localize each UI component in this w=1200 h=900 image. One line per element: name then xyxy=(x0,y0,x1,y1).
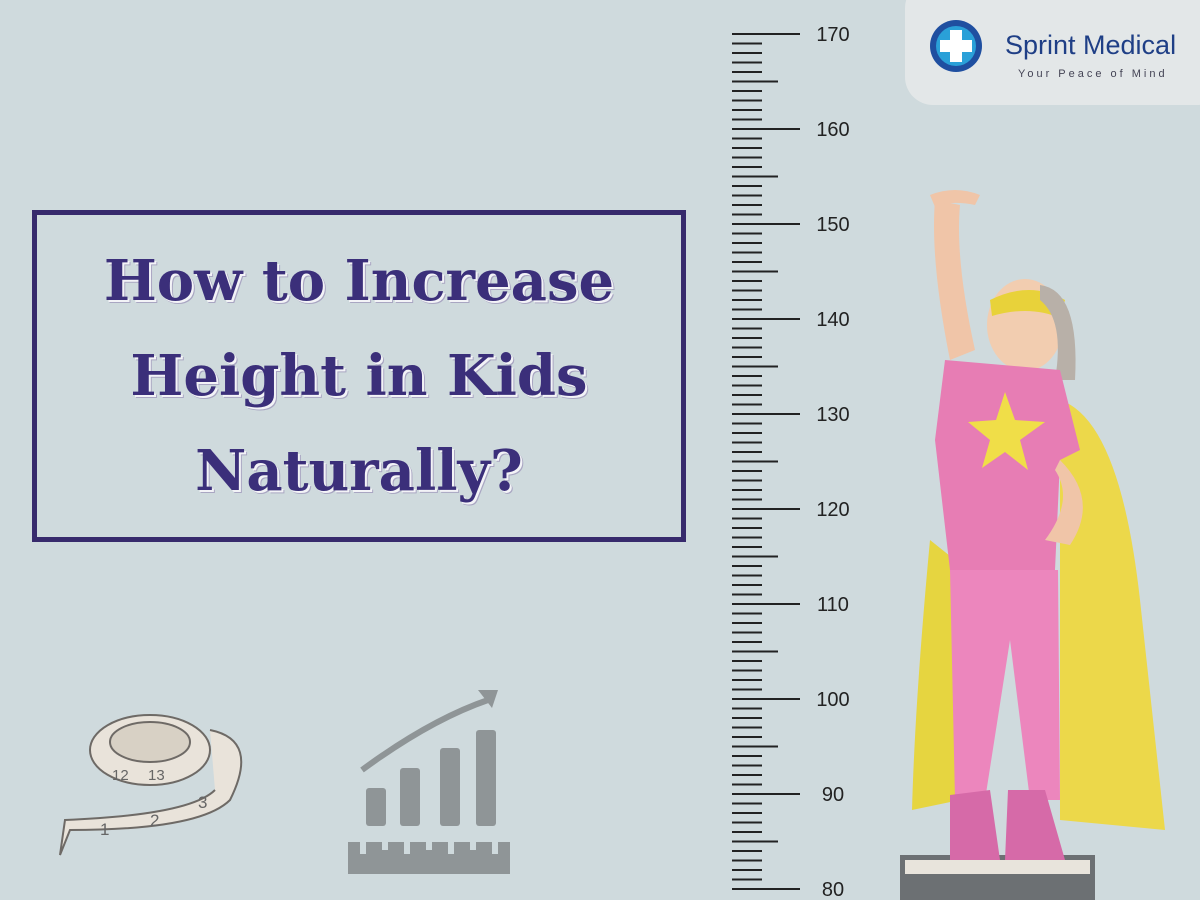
title-line: Height in Kids xyxy=(130,342,588,409)
ruler-label: 120 xyxy=(816,499,849,521)
logo-panel xyxy=(905,0,1200,105)
tape-label: 12 xyxy=(112,767,129,784)
ruler-label: 160 xyxy=(816,119,849,141)
tape-label: 2 xyxy=(150,811,159,830)
logo-icon xyxy=(930,20,982,72)
ruler-label: 150 xyxy=(816,214,849,236)
tape-label: 13 xyxy=(148,767,165,784)
ruler-label: 90 xyxy=(822,784,844,806)
logo-name: Sprint Medical xyxy=(1005,30,1176,60)
ruler-label: 100 xyxy=(816,689,849,711)
ruler-label: 130 xyxy=(816,404,849,426)
ruler-label: 170 xyxy=(816,24,849,46)
ruler-label: 80 xyxy=(822,879,844,900)
tape-label: 3 xyxy=(198,793,207,812)
tape-icon xyxy=(59,714,243,856)
ruler-label: 110 xyxy=(817,594,849,616)
growth-icon xyxy=(348,690,510,874)
logo-tagline: Your Peace of Mind xyxy=(1018,68,1168,80)
title-line: Naturally? xyxy=(195,437,523,504)
ruler: 170 160 150 140 130 120 110 100 90 80 xyxy=(732,24,850,900)
ruler-label: 140 xyxy=(816,309,849,331)
girl-illustration xyxy=(900,190,1165,900)
tape-label: 1 xyxy=(100,820,109,839)
title-line: How to Increase xyxy=(103,247,615,314)
title-box: How to Increase Height in Kids Naturally… xyxy=(32,210,686,542)
